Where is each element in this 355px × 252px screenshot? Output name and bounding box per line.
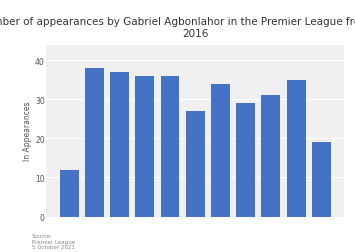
Bar (160, 77, 180, 217)
Bar (135, 77, 154, 217)
Bar (287, 80, 306, 217)
Bar (211, 84, 230, 217)
Bar (236, 104, 255, 217)
Bar (60, 170, 78, 217)
Text: Source:
Premier League
5 October 2021: Source: Premier League 5 October 2021 (32, 233, 75, 249)
Bar (312, 143, 331, 217)
Bar (261, 96, 280, 217)
Y-axis label: In Appearances: In Appearances (23, 101, 32, 161)
Title: Number of appearances by Gabriel Agbonlahor in the Premier League from 2005 to
2: Number of appearances by Gabriel Agbonla… (0, 17, 355, 39)
Bar (110, 73, 129, 217)
Bar (85, 69, 104, 217)
Bar (186, 112, 205, 217)
